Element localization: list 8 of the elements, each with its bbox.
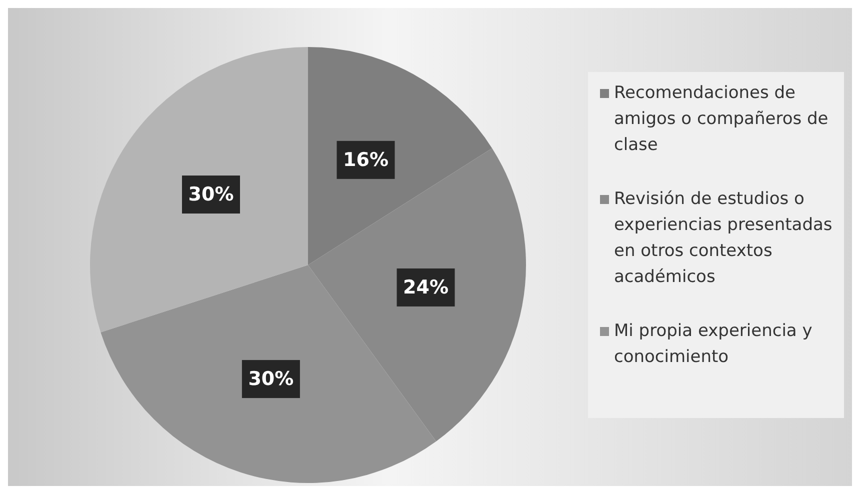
data-label: 16% [343, 148, 389, 171]
data-label: 30% [188, 184, 234, 206]
data-label: 30% [248, 368, 294, 390]
pie-slice [90, 47, 308, 332]
legend-label: Recomendaciones de amigos o compañeros de clase [614, 82, 830, 157]
legend-label: Mi propia experiencia y conocimiento [614, 320, 814, 369]
legend-label: Revisión de estudios o experiencias presentadas en otros contextos académicos [614, 188, 834, 289]
data-label: 24% [403, 276, 449, 298]
